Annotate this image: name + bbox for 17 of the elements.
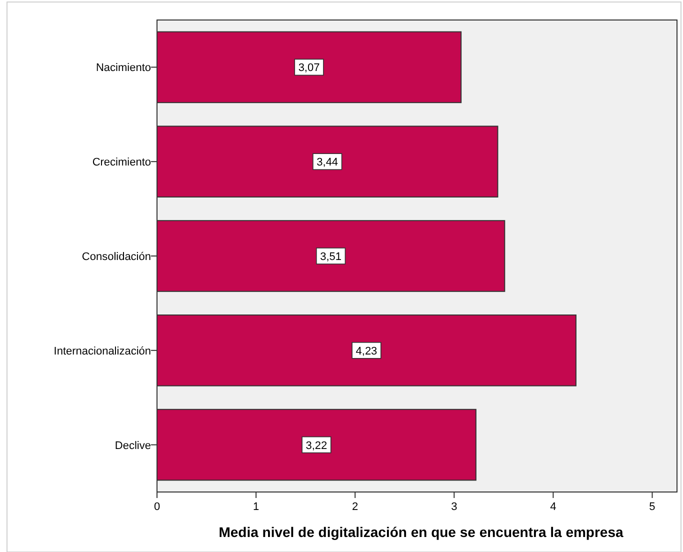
data-label: 3,22 [306,440,328,452]
x-tick-label: 3 [451,501,458,513]
data-label: 3,51 [320,251,342,263]
x-tick-label: 4 [550,501,556,513]
y-tick-label: Declive [114,440,151,452]
y-tick-label: Internacionalización [54,345,151,358]
x-tick-label: 1 [252,501,260,513]
x-tick-label: 5 [649,501,656,513]
x-tick-label: 2 [352,501,358,513]
y-tick-label: Consolidación [82,251,151,263]
y-tick-label: Crecimiento [92,156,151,169]
data-label: 3,07 [298,62,320,74]
x-axis-title: Media nivel de digitalización en que se encuentra la empresa [218,524,624,540]
y-tick-label: Nacimiento [96,62,151,74]
data-label: 3,44 [316,156,338,169]
data-label: 4,23 [356,345,378,358]
x-tick-label: 0 [154,501,160,513]
